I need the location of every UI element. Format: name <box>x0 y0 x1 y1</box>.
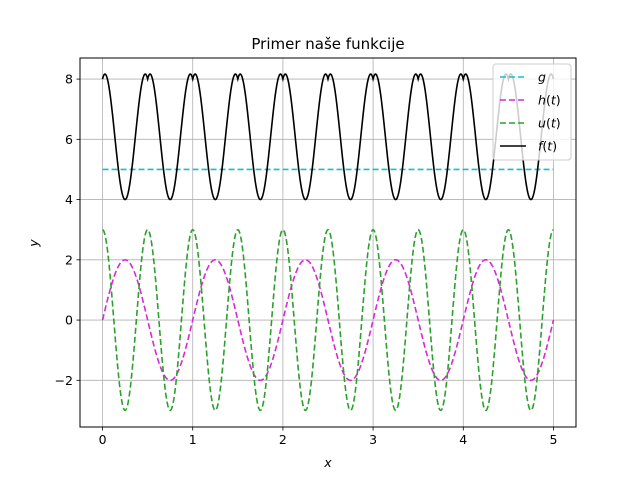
y-tick-label: 6 <box>65 132 73 147</box>
legend-label: f(t) <box>538 139 557 154</box>
y-tick-label: 0 <box>65 313 73 328</box>
plot-frame <box>79 57 577 428</box>
axis-ticks: 0 1 2 3 4 5 −2 0 2 4 6 8 <box>55 72 558 447</box>
y-tick-label: 2 <box>65 252 73 267</box>
x-tick-label: 1 <box>189 432 197 447</box>
legend-label: g <box>538 70 546 85</box>
y-tick-label: 8 <box>65 72 73 87</box>
y-tick-label: 4 <box>65 192 73 207</box>
x-tick-label: 4 <box>459 432 467 447</box>
series-line-ut <box>102 228 554 412</box>
plot-series <box>101 73 555 412</box>
x-tick-label: 5 <box>549 432 557 447</box>
x-tick-label: 3 <box>369 432 377 447</box>
x-tick-label: 2 <box>279 432 287 447</box>
chart-title: Primer naše funkcije <box>251 35 404 53</box>
series-line-ft <box>101 73 555 201</box>
legend-box <box>492 63 572 161</box>
y-axis-title: y <box>26 239 41 248</box>
legend-label: h(t) <box>538 93 561 108</box>
x-tick-label: 0 <box>99 432 107 447</box>
y-tick-label: −2 <box>55 373 73 388</box>
x-axis-title: x <box>323 455 332 470</box>
legend-label: u(t) <box>538 116 561 131</box>
legend: g h(t) u(t) f(t) <box>492 63 572 161</box>
